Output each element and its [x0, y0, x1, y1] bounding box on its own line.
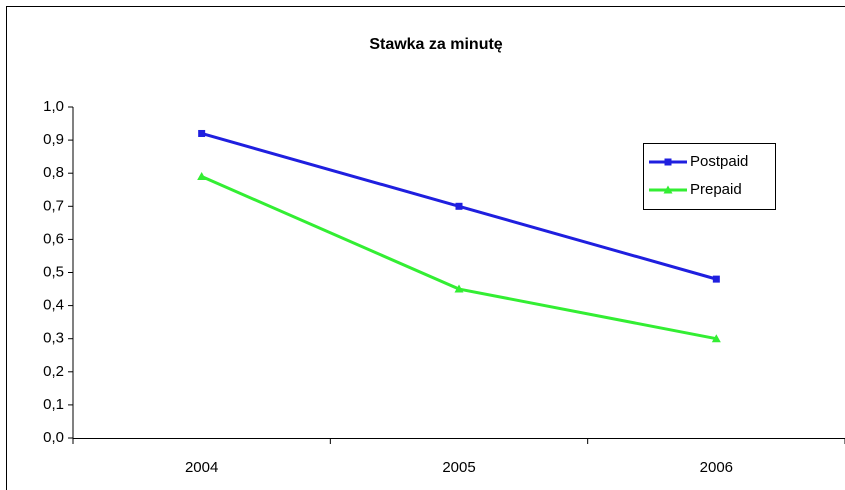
y-tick-label: 1,0 [43, 98, 64, 115]
point-marker [198, 129, 206, 137]
y-tick-label: 0,5 [43, 263, 64, 280]
y-tick-label: 0,8 [43, 164, 64, 181]
x-tick-label: 2004 [185, 459, 218, 476]
y-tick-label: 0,2 [43, 363, 64, 380]
x-tick-label: 2006 [700, 459, 733, 476]
point-marker [711, 334, 721, 343]
point-marker [197, 172, 207, 181]
legend-label: Postpaid [690, 153, 748, 170]
y-tick-label: 0,6 [43, 230, 64, 247]
legend-marker [664, 158, 672, 166]
point-marker [454, 284, 464, 293]
point-marker [712, 275, 720, 283]
chart-title: Stawka za minutę [369, 36, 502, 53]
legend-label: Prepaid [690, 181, 742, 198]
legend-marker [663, 185, 673, 194]
y-tick-label: 0,3 [43, 330, 64, 347]
y-tick-label: 0,0 [43, 429, 64, 446]
y-tick-label: 0,7 [43, 197, 64, 214]
chart-frame [6, 6, 845, 490]
y-tick-label: 0,9 [43, 131, 64, 148]
legend-box [643, 143, 776, 210]
y-tick-label: 0,1 [43, 396, 64, 413]
y-tick-label: 0,4 [43, 297, 64, 314]
x-tick-label: 2005 [442, 459, 475, 476]
point-marker [455, 202, 463, 210]
